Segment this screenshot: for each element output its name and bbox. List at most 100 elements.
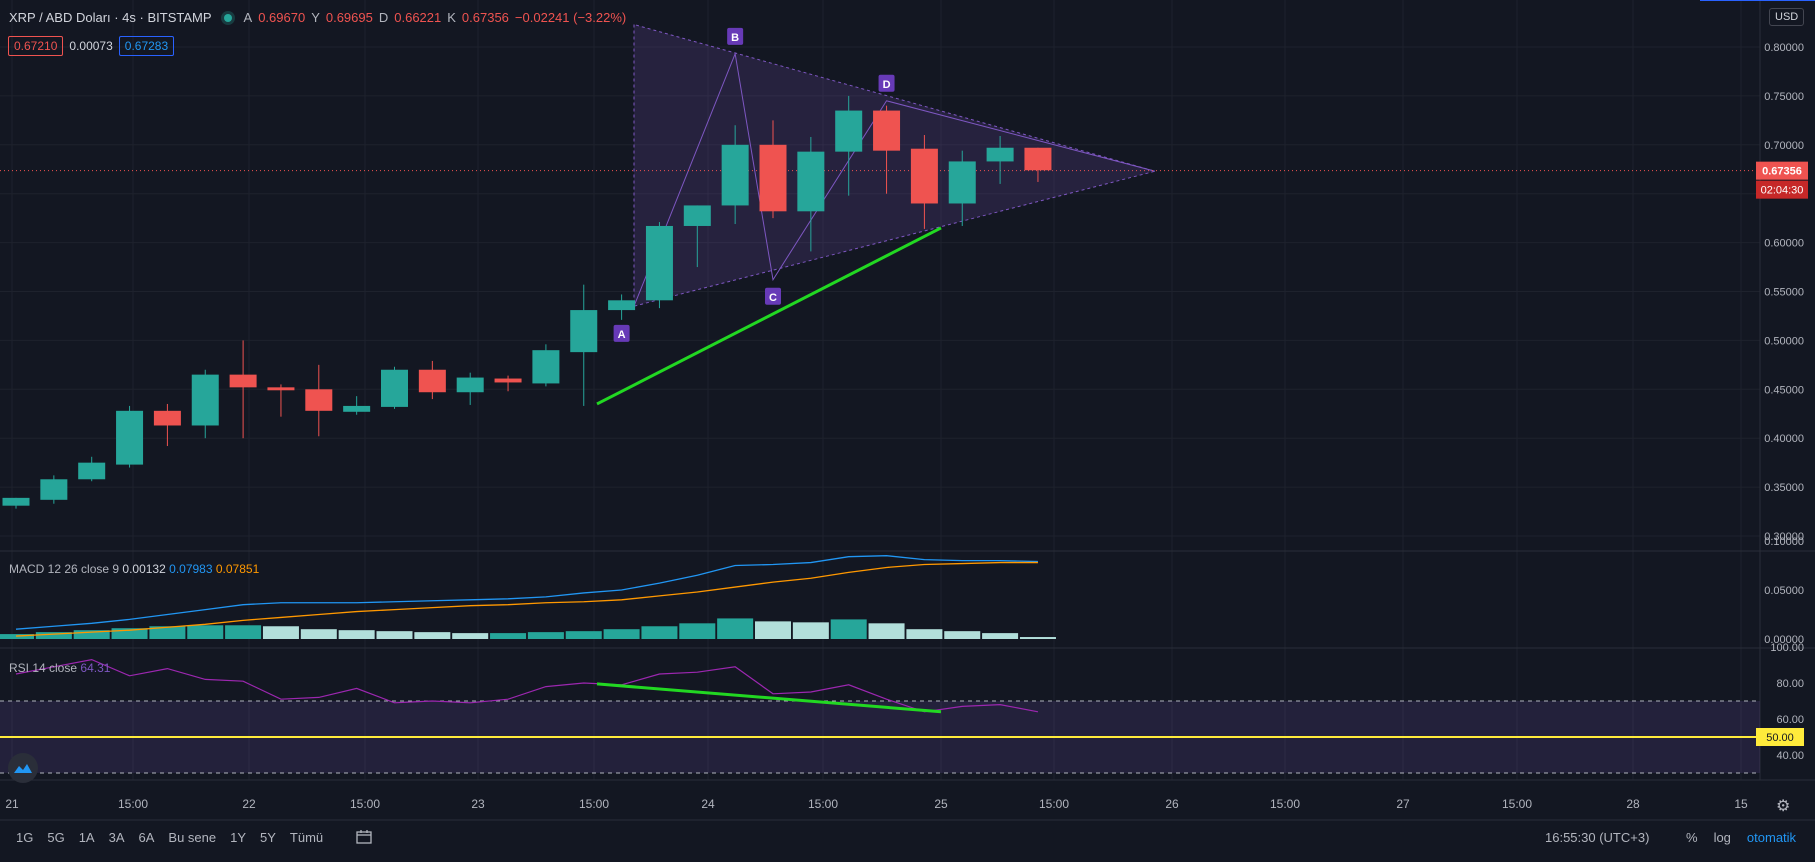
log-toggle[interactable]: log — [1713, 830, 1731, 845]
candle-body — [40, 479, 68, 500]
candle-body — [948, 161, 976, 204]
bid-price[interactable]: 0.67210 — [8, 36, 64, 56]
support-trend-line — [596, 226, 942, 406]
pattern-label-box — [765, 287, 781, 305]
macd-histogram-bar — [338, 630, 375, 639]
tf-3a[interactable]: 3A — [108, 830, 125, 845]
ohlc-high: 0.69695 — [325, 10, 373, 25]
macd-histogram-bar — [982, 633, 1019, 639]
candle-body — [873, 110, 901, 151]
macd-histogram-bar — [376, 631, 413, 639]
macd-histogram-bar — [73, 630, 110, 639]
macd-histogram-bar — [452, 633, 489, 639]
macd-histogram-bar — [1019, 637, 1056, 639]
pattern-label-box — [878, 74, 895, 92]
tradingview-logo-icon[interactable] — [8, 753, 38, 783]
macd-histogram-bar — [490, 633, 527, 639]
time-axis-label: 15:00 — [1039, 797, 1069, 811]
macd-histogram-bar — [187, 625, 224, 639]
price-axis-label: 0.55000 — [1764, 287, 1804, 299]
macd-histogram-bar — [603, 629, 640, 639]
candle-body — [797, 151, 825, 212]
price-axis-label: 0.50000 — [1764, 335, 1804, 347]
price-axis-label: 0.30000 — [1764, 531, 1804, 543]
tf-1a[interactable]: 1A — [78, 830, 95, 845]
candle-body — [835, 110, 863, 152]
macd-histogram-bar — [300, 629, 337, 639]
tf-5g[interactable]: 5G — [47, 830, 65, 845]
ohlc-open-label: A — [243, 10, 253, 25]
timeframe-bar: 1G 5G 1A 3A 6A Bu sene 1Y 5Y Tümü — [16, 830, 323, 845]
rsi-line — [15, 658, 1039, 713]
pattern-label-d: D — [883, 79, 891, 91]
tf-1y[interactable]: 1Y — [230, 830, 247, 845]
macd-title: MACD 12 26 close 9 — [9, 562, 120, 576]
candle-body — [418, 369, 446, 393]
macd-signal-value: 0.07851 — [215, 562, 260, 576]
time-axis-label: 24 — [701, 797, 715, 811]
rsi-mid-tag — [1756, 728, 1804, 746]
macd-line — [15, 555, 1038, 630]
candle-body — [381, 369, 408, 407]
macd-histogram-bar — [565, 631, 602, 639]
macd-axis-label: 0.10000 — [1764, 536, 1804, 548]
time-axis-label: 15:00 — [1502, 797, 1532, 811]
ohlc-open: 0.69670 — [258, 10, 306, 25]
macd-histogram-bar — [755, 621, 791, 639]
time-axis-label: 21 — [5, 797, 19, 811]
price-axis-label: 0.35000 — [1764, 482, 1804, 494]
clock[interactable]: 16:55:30 (UTC+3) — [1545, 830, 1650, 845]
macd-histogram-bar — [414, 632, 451, 639]
tf-tumu[interactable]: Tümü — [289, 830, 324, 845]
candle-body — [305, 389, 333, 411]
auto-toggle[interactable]: otomatik — [1746, 830, 1797, 845]
currency-button[interactable]: USD — [1769, 8, 1805, 26]
macd-histogram-bar — [679, 623, 716, 639]
symbol-title[interactable]: XRP / ABD Doları · 4s · BITSTAMP — [9, 10, 212, 25]
current-price-tag — [1756, 161, 1808, 180]
pattern-label-box — [727, 27, 744, 45]
candle-body — [229, 374, 257, 388]
macd-histogram-bar — [717, 618, 754, 639]
time-axis-label: 22 — [242, 797, 256, 811]
time-axis-label: 15:00 — [579, 797, 609, 811]
time-axis-label: 25 — [934, 797, 948, 811]
tf-bu-sene[interactable]: Bu sene — [168, 830, 217, 845]
time-axis-label: 15:00 — [350, 797, 380, 811]
macd-legend[interactable]: MACD 12 26 close 9 0.00132 0.07983 0.078… — [9, 562, 259, 576]
spread-value: 0.00073 — [69, 39, 113, 53]
symbol-header: XRP / ABD Doları · 4s · BITSTAMP A 0.6967… — [9, 10, 626, 25]
triangle-pattern — [633, 23, 1157, 307]
pattern-label-box — [613, 324, 630, 342]
tf-6a[interactable]: 6A — [138, 830, 155, 845]
market-status-icon — [223, 13, 232, 22]
candle-body — [78, 462, 106, 480]
macd-histogram-bar — [792, 622, 829, 639]
candle-body — [532, 350, 560, 384]
macd-hist-value: 0.00132 — [122, 562, 166, 576]
candle-body — [191, 374, 219, 426]
candle-body — [570, 310, 598, 353]
settings-gear-icon[interactable]: ⚙ — [1776, 798, 1791, 815]
price-axis-label: 0.75000 — [1764, 91, 1804, 103]
price-axis-label: 0.60000 — [1764, 238, 1804, 250]
price-axis-label: 0.45000 — [1764, 384, 1804, 396]
rsi-axis-label: 60.00 — [1776, 714, 1804, 726]
ohlc-high-label: Y — [311, 10, 320, 25]
rsi-value: 64.31 — [80, 661, 111, 675]
rsi-legend[interactable]: RSI 14 close 64.31 — [9, 661, 110, 675]
percent-toggle[interactable]: % — [1686, 830, 1698, 845]
ohlc-close: 0.67356 — [461, 10, 509, 25]
macd-histogram-bar — [262, 626, 299, 639]
candle-body — [116, 410, 144, 465]
ask-price[interactable]: 0.67283 — [118, 36, 175, 56]
tf-5y[interactable]: 5Y — [260, 830, 276, 845]
candle-body — [494, 378, 522, 383]
ohlc-low-label: D — [378, 10, 389, 25]
go-to-date-icon[interactable] — [356, 830, 372, 844]
macd-histogram-bar — [149, 626, 186, 639]
tf-1g[interactable]: 1G — [16, 830, 34, 845]
macd-line-value: 0.07983 — [169, 562, 213, 576]
macd-histogram-bar — [35, 632, 72, 639]
